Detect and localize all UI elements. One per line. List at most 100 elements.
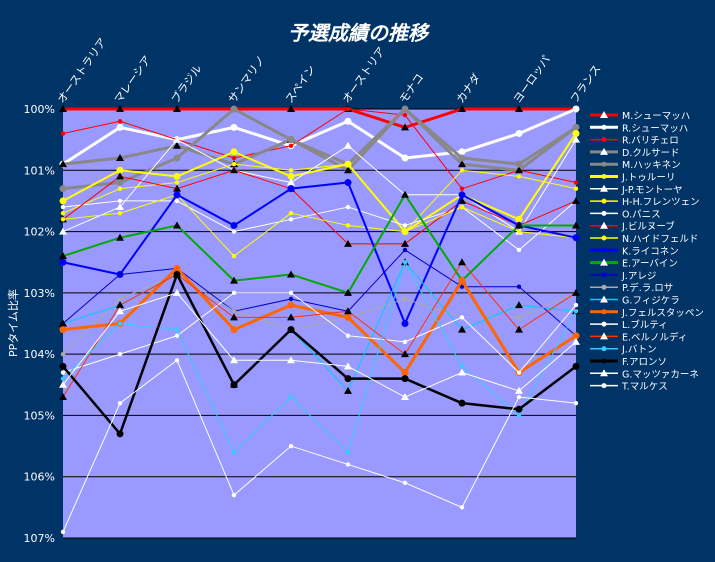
data-point <box>174 333 180 338</box>
data-point <box>60 210 66 216</box>
data-point <box>287 313 295 321</box>
legend-marker <box>600 184 608 192</box>
data-point <box>287 326 295 334</box>
series-line <box>62 359 577 533</box>
legend-label: N.ハイドフェルド <box>622 234 698 245</box>
data-point <box>288 168 294 173</box>
data-point <box>117 198 123 204</box>
data-point <box>572 196 580 204</box>
data-point <box>459 505 465 510</box>
data-point <box>515 221 523 229</box>
data-point <box>287 301 295 309</box>
data-point <box>344 141 352 149</box>
data-point <box>117 351 123 357</box>
data-point <box>572 221 580 229</box>
data-point <box>117 186 123 191</box>
data-point <box>515 105 523 112</box>
data-point <box>287 270 295 278</box>
legend-label: E.ベルノルディ <box>622 331 687 343</box>
legend-marker <box>601 358 607 364</box>
data-point <box>344 166 352 174</box>
legend-marker <box>600 111 608 118</box>
data-point <box>59 160 67 168</box>
y-tick-label: 105% <box>24 409 55 422</box>
data-point <box>173 191 181 199</box>
data-point <box>345 106 351 112</box>
legend-marker <box>601 272 607 278</box>
data-point <box>344 307 352 315</box>
data-point <box>230 326 238 334</box>
data-point <box>516 394 522 400</box>
data-point <box>401 190 409 198</box>
series-line <box>62 163 577 233</box>
data-point <box>173 172 181 180</box>
data-point <box>231 492 237 498</box>
series-22 <box>59 288 580 401</box>
data-point <box>287 356 295 364</box>
data-point <box>117 119 123 124</box>
data-point <box>288 143 294 148</box>
legend-marker <box>601 124 607 130</box>
series-line <box>62 261 577 398</box>
data-point <box>60 204 66 210</box>
data-point <box>59 362 67 370</box>
data-point <box>116 301 124 309</box>
data-point <box>174 358 180 363</box>
legend-marker <box>600 332 608 340</box>
data-point <box>59 252 67 260</box>
legend-label: J.バトン <box>621 345 657 356</box>
series-line <box>62 108 577 190</box>
data-point <box>344 375 352 383</box>
data-point <box>60 217 66 222</box>
data-point <box>344 362 352 370</box>
data-point <box>173 264 181 272</box>
data-point <box>60 376 66 381</box>
data-point <box>345 161 351 167</box>
y-tick-label: 103% <box>24 287 55 300</box>
data-point <box>344 179 352 187</box>
legend-marker <box>600 258 608 266</box>
data-point <box>345 333 351 338</box>
data-point <box>573 309 579 314</box>
data-point <box>572 135 580 143</box>
data-point <box>230 381 238 389</box>
data-point <box>401 239 409 247</box>
series-line <box>62 194 577 257</box>
data-point <box>174 327 180 332</box>
data-point <box>515 215 523 223</box>
series-line <box>62 181 577 325</box>
series-line <box>62 169 577 245</box>
data-point <box>173 288 181 296</box>
data-point <box>288 217 294 222</box>
series-17 <box>59 264 580 377</box>
data-point <box>401 320 409 327</box>
data-point <box>231 253 237 259</box>
data-point <box>515 301 523 309</box>
legend-marker <box>601 309 607 315</box>
data-point <box>459 284 465 289</box>
series-line <box>62 107 577 166</box>
data-point <box>230 148 238 156</box>
data-point <box>287 185 295 193</box>
data-point <box>116 307 124 315</box>
data-point <box>173 184 181 192</box>
data-point <box>344 117 352 125</box>
data-point <box>458 399 466 407</box>
data-point <box>458 258 466 266</box>
legend-label: R.バリチェロ <box>622 136 679 147</box>
data-point <box>402 223 408 228</box>
data-point <box>117 400 123 406</box>
data-point <box>231 161 237 167</box>
data-point <box>572 337 580 345</box>
data-point <box>402 112 408 118</box>
data-point <box>516 413 522 418</box>
legend-label: O.パニス <box>622 209 661 220</box>
series-line <box>62 292 577 398</box>
legend-marker <box>601 346 607 352</box>
data-point <box>345 450 351 455</box>
series-20 <box>60 260 579 455</box>
legend-label: G.マッツァカーネ <box>622 369 699 380</box>
data-point <box>516 174 522 179</box>
data-point <box>515 405 523 413</box>
